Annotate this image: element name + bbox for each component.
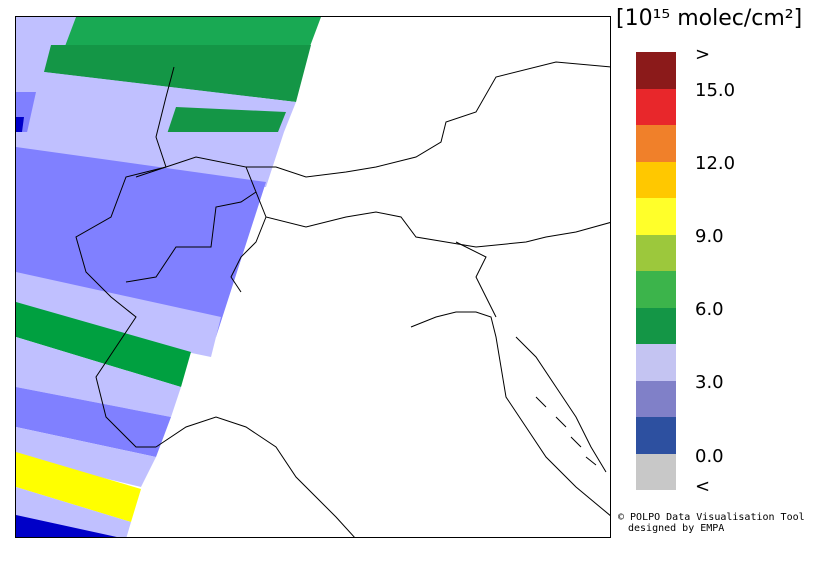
croatia-islands (535, 396, 597, 466)
legend-swatch-8 (636, 344, 676, 381)
legend-swatch-7 (636, 307, 676, 344)
legend-swatch-9 (636, 380, 676, 417)
legend-swatch-10 (636, 417, 676, 454)
italy-coast-ligurian (155, 416, 355, 537)
credit-line-2: designed by EMPA (628, 523, 725, 534)
swath-band-lavender-5 (16, 272, 221, 357)
italy-coast-adriatic (410, 311, 610, 516)
swiss-border (125, 156, 257, 283)
swath-band-yellow (16, 452, 141, 522)
credit-line-1: © POLPO Data Visualisation Tool (618, 512, 805, 523)
legend-tick-9: 9.0 (695, 226, 724, 247)
swath-band-lavender-8 (16, 487, 131, 537)
austria-border (246, 61, 610, 178)
swath-band-medium-3 (16, 387, 171, 457)
legend-swatch-6 (636, 271, 676, 308)
credit-text: © POLPO Data Visualisation Tool designed… (618, 512, 805, 534)
legend-tick-min: < (695, 476, 711, 497)
map-canvas (16, 17, 610, 537)
satellite-swath (16, 17, 321, 537)
legend-swatch-2 (636, 125, 676, 162)
legend-tick-3: 3.0 (695, 372, 724, 393)
legend-tick-6: 6.0 (695, 299, 724, 320)
swath-band-green-3 (44, 45, 311, 102)
swath-band-green-5 (16, 302, 191, 387)
color-legend (636, 52, 676, 490)
legend-tick-15: 15.0 (695, 80, 736, 101)
slovenia-border (455, 241, 497, 318)
legend-tick-12: 12.0 (695, 153, 736, 174)
italy-north-border (255, 191, 610, 248)
italy-alps-border (230, 216, 267, 293)
legend-tick-0: 0.0 (695, 446, 724, 467)
legend-swatch-1 (636, 88, 676, 125)
legend-swatch-5 (636, 234, 676, 271)
legend-swatch-0 (636, 52, 676, 89)
legend-unit-label: [10¹⁵ molec/cm²] (616, 6, 803, 31)
legend-swatch-11 (636, 453, 676, 490)
swath-band-lavender-7 (16, 427, 156, 487)
map-panel (15, 16, 611, 538)
france-border (75, 66, 175, 448)
croatia-coast (515, 336, 607, 473)
legend-swatch-3 (636, 161, 676, 198)
coastlines-borders (75, 61, 610, 537)
legend-tick-max: > (695, 44, 711, 65)
legend-swatch-4 (636, 198, 676, 235)
swath-band-lavender-6 (16, 337, 181, 417)
swath-band-dark-2 (16, 515, 117, 537)
